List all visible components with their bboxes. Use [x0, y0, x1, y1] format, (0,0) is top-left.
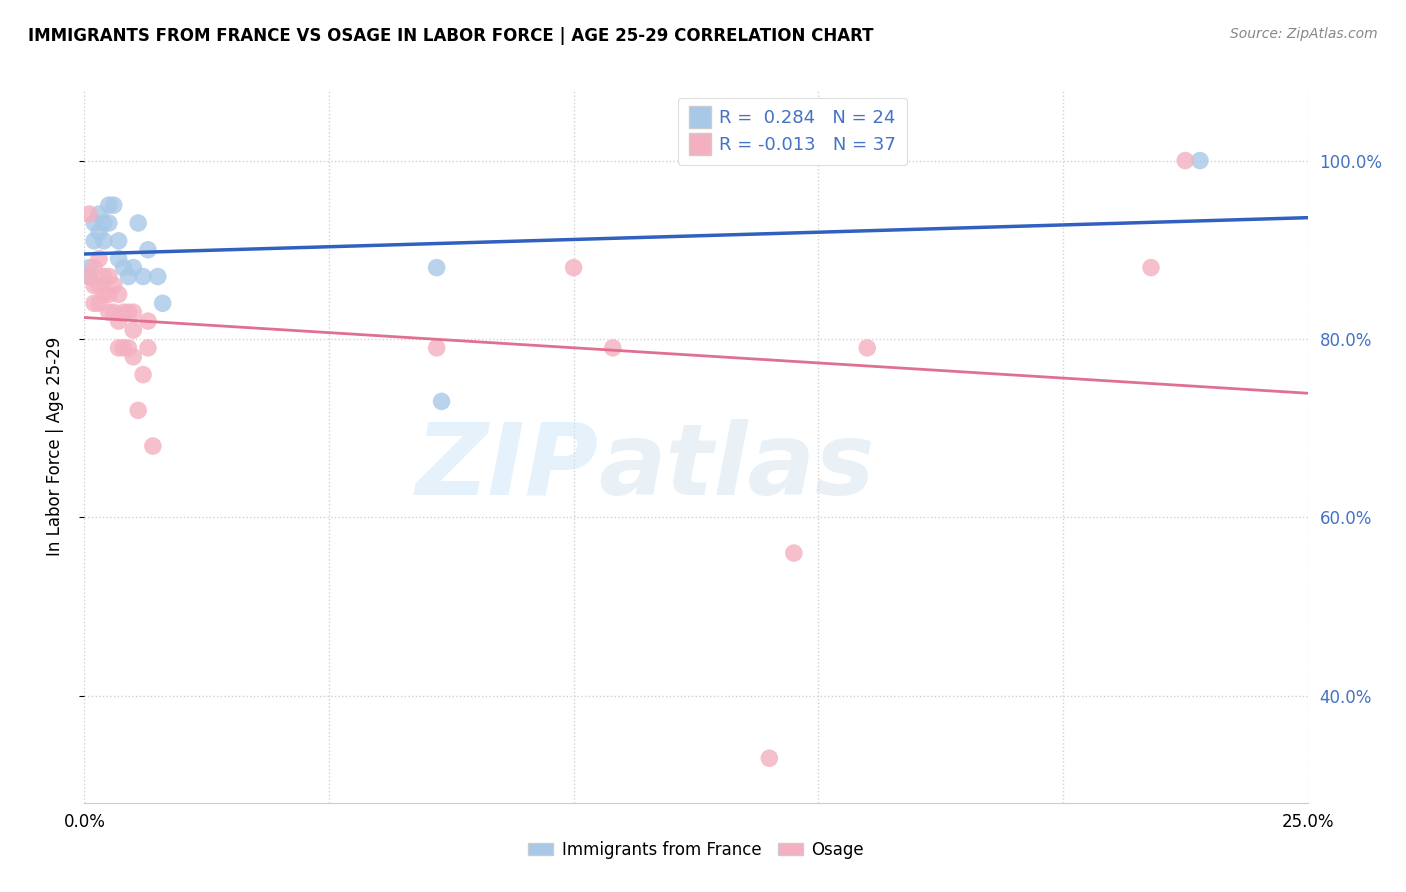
Point	[87, 207, 110, 221]
Point	[107, 341, 129, 355]
Point	[107, 287, 129, 301]
Point	[103, 305, 125, 319]
Point	[83, 234, 105, 248]
Point	[77, 269, 100, 284]
Point	[93, 287, 115, 301]
Point	[107, 252, 129, 266]
Point	[127, 216, 149, 230]
Point	[122, 350, 145, 364]
Point	[97, 198, 120, 212]
Point	[122, 305, 145, 319]
Point	[1188, 153, 1211, 168]
Point	[142, 439, 165, 453]
Point	[758, 751, 780, 765]
Point	[87, 278, 110, 293]
Point	[117, 305, 139, 319]
Point	[103, 198, 125, 212]
Point	[136, 314, 159, 328]
Y-axis label: In Labor Force | Age 25-29: In Labor Force | Age 25-29	[45, 336, 63, 556]
Point	[136, 243, 159, 257]
Point	[97, 287, 120, 301]
Point	[112, 260, 135, 275]
Point	[426, 260, 449, 275]
Point	[1174, 153, 1197, 168]
Point	[83, 260, 105, 275]
Point	[117, 269, 139, 284]
Point	[103, 278, 125, 293]
Point	[562, 260, 585, 275]
Point	[97, 305, 120, 319]
Point	[83, 216, 105, 230]
Point	[127, 403, 149, 417]
Text: atlas: atlas	[598, 419, 875, 516]
Point	[97, 216, 120, 230]
Point	[97, 269, 120, 284]
Point	[77, 207, 100, 221]
Point	[107, 314, 129, 328]
Point	[1140, 260, 1163, 275]
Point	[152, 296, 174, 310]
Point	[83, 278, 105, 293]
Text: IMMIGRANTS FROM FRANCE VS OSAGE IN LABOR FORCE | AGE 25-29 CORRELATION CHART: IMMIGRANTS FROM FRANCE VS OSAGE IN LABOR…	[28, 27, 873, 45]
Point	[132, 269, 155, 284]
Point	[112, 305, 135, 319]
Point	[93, 216, 115, 230]
Point	[93, 234, 115, 248]
Point	[783, 546, 806, 560]
Point	[93, 269, 115, 284]
Point	[77, 260, 100, 275]
Point	[136, 341, 159, 355]
Point	[122, 323, 145, 337]
Point	[87, 296, 110, 310]
Point	[83, 296, 105, 310]
Point	[146, 269, 169, 284]
Point	[430, 394, 453, 409]
Text: Source: ZipAtlas.com: Source: ZipAtlas.com	[1230, 27, 1378, 41]
Point	[77, 269, 100, 284]
Point	[426, 341, 449, 355]
Point	[87, 225, 110, 239]
Point	[602, 341, 624, 355]
Point	[107, 234, 129, 248]
Point	[117, 341, 139, 355]
Point	[112, 341, 135, 355]
Point	[87, 252, 110, 266]
Legend: Immigrants from France, Osage: Immigrants from France, Osage	[522, 835, 870, 866]
Text: ZIP: ZIP	[415, 419, 598, 516]
Point	[122, 260, 145, 275]
Point	[132, 368, 155, 382]
Point	[856, 341, 879, 355]
